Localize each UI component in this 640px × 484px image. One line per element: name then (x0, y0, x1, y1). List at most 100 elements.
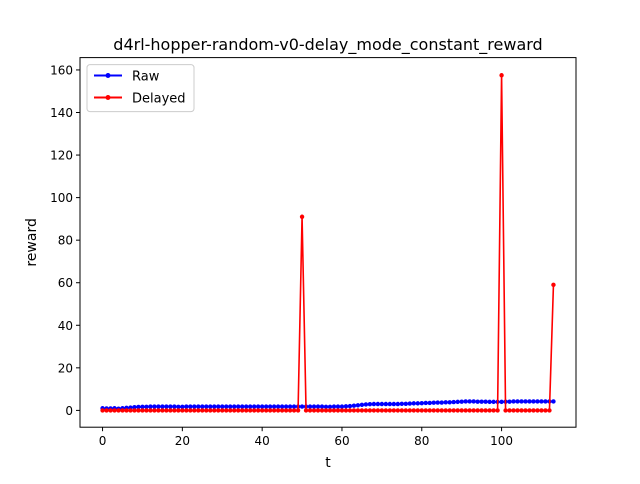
data-point-delayed (323, 408, 329, 413)
data-point-delayed (299, 214, 305, 219)
data-point-delayed (447, 408, 452, 413)
data-point-delayed (188, 408, 193, 413)
data-point-raw (403, 401, 409, 406)
data-point-delayed (255, 408, 261, 413)
data-point-raw (279, 404, 285, 409)
data-point-delayed (144, 408, 149, 413)
data-point-raw (208, 404, 213, 409)
data-point-delayed (467, 408, 472, 413)
data-point-delayed (455, 408, 460, 413)
data-point-delayed (247, 408, 253, 413)
data-point-delayed (419, 408, 424, 413)
data-point-raw (399, 401, 405, 406)
data-point-delayed (507, 408, 512, 413)
data-point-delayed (172, 408, 177, 413)
data-point-delayed (499, 73, 504, 78)
data-point-delayed (387, 408, 393, 413)
x-tick-label: 0 (99, 434, 107, 448)
data-point-delayed (259, 408, 265, 413)
data-point-delayed (519, 408, 524, 413)
data-point-raw (255, 404, 261, 409)
data-point-raw (523, 399, 528, 404)
data-point-raw (439, 400, 444, 405)
data-point-raw (335, 404, 341, 409)
data-point-raw (543, 399, 548, 404)
data-point-delayed (487, 408, 492, 413)
data-point-raw (315, 404, 321, 409)
data-point-raw (184, 404, 189, 409)
data-point-raw (168, 404, 173, 409)
data-point-raw (443, 400, 448, 405)
data-point-raw (204, 404, 209, 409)
data-point-delayed (319, 408, 325, 413)
data-point-delayed (391, 408, 397, 413)
data-point-delayed (244, 408, 249, 413)
plot-frame (79, 57, 577, 428)
data-point-delayed (120, 408, 125, 413)
y-tick-label: 160 (50, 63, 73, 77)
data-point-raw (343, 404, 349, 409)
data-point-delayed (116, 408, 121, 413)
data-point-delayed (375, 408, 381, 413)
legend: Raw Delayed (86, 64, 195, 113)
data-point-raw (275, 404, 281, 409)
data-point-delayed (327, 408, 333, 413)
data-point-delayed (176, 408, 181, 413)
data-point-delayed (475, 408, 480, 413)
y-tick-label: 80 (58, 234, 73, 248)
chart-title: d4rl-hopper-random-v0-delay_mode_constan… (113, 35, 542, 55)
data-point-raw (375, 401, 381, 407)
data-point-delayed (339, 408, 345, 413)
data-point-raw (192, 404, 197, 409)
series-delayed (100, 73, 556, 413)
data-point-raw (459, 399, 464, 404)
data-point-raw (499, 399, 504, 405)
data-point-delayed (511, 408, 516, 413)
data-point-delayed (112, 408, 117, 413)
data-point-delayed (140, 408, 145, 413)
data-point-delayed (236, 408, 241, 413)
data-point-delayed (451, 408, 456, 413)
data-point-delayed (383, 408, 389, 413)
y-tick-label: 120 (50, 149, 73, 163)
data-point-delayed (287, 408, 293, 413)
data-point-delayed (180, 408, 185, 413)
data-point-delayed (164, 408, 169, 413)
data-point-delayed (251, 408, 257, 413)
data-point-raw (339, 404, 345, 409)
data-point-delayed (232, 408, 237, 413)
legend-raw-label: Raw (132, 70, 160, 85)
data-point-delayed (551, 282, 556, 288)
data-point-raw (224, 404, 229, 409)
data-point-raw (200, 404, 205, 409)
data-point-delayed (479, 408, 484, 413)
data-point-delayed (515, 408, 520, 413)
data-point-raw (355, 403, 361, 408)
data-point-delayed (335, 408, 341, 413)
x-tick-label: 60 (334, 434, 349, 448)
data-point-delayed (543, 408, 548, 413)
data-point-raw (307, 404, 313, 409)
data-point-delayed (347, 408, 353, 413)
data-point-raw (236, 404, 241, 409)
data-point-raw (527, 399, 532, 404)
data-point-delayed (403, 408, 409, 413)
data-point-raw (551, 399, 556, 404)
data-point-delayed (539, 408, 544, 413)
data-point-delayed (196, 408, 201, 413)
data-point-delayed (104, 408, 109, 413)
y-tick-label: 60 (58, 276, 73, 290)
data-point-raw (463, 399, 468, 404)
data-point-delayed (291, 408, 297, 413)
data-point-delayed (483, 408, 488, 413)
data-point-delayed (415, 408, 420, 413)
data-point-raw (271, 404, 277, 409)
data-point-raw (379, 401, 385, 407)
data-point-delayed (331, 408, 337, 413)
data-point-raw (491, 399, 496, 405)
x-axis: 0 20 40 60 80 100 (99, 427, 513, 448)
data-point-raw (319, 404, 325, 409)
data-point-raw (244, 404, 249, 409)
data-point-delayed (212, 408, 217, 413)
